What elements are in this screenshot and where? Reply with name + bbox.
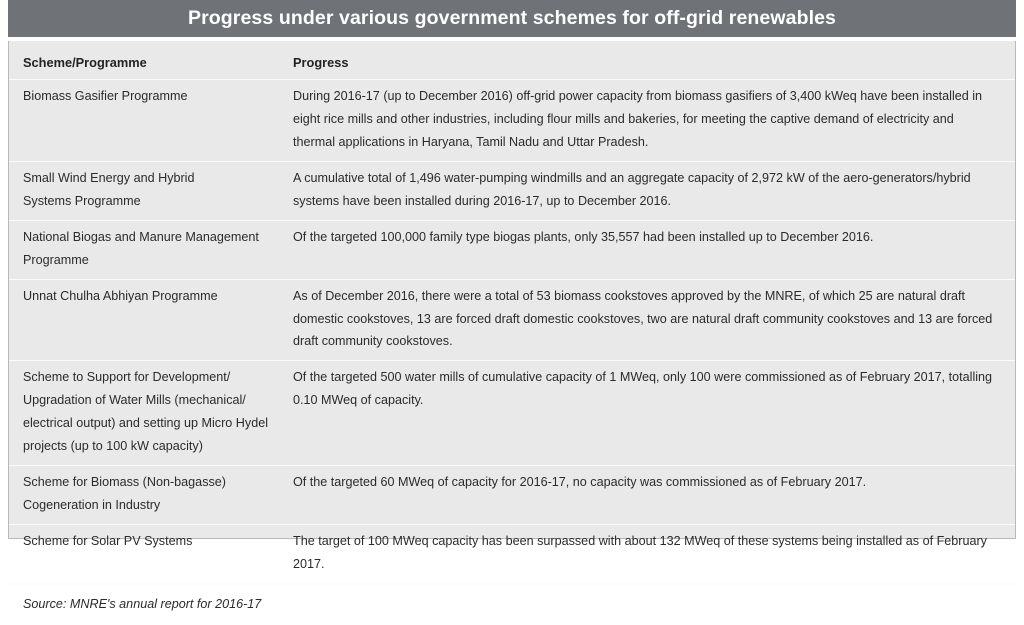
progress-text: Of the targeted 60 MWeq of capacity for … [293,474,867,489]
scheme-line: Scheme for Biomass (Non-bagasse) [23,474,226,489]
cell-scheme: Scheme for Biomass (Non-bagasse) Cogener… [9,466,293,524]
scheme-line: Scheme for Solar PV Systems [23,533,193,548]
cell-scheme: Scheme for Solar PV Systems [9,525,293,560]
column-header-scheme: Scheme/Programme [9,41,293,79]
scheme-line: Systems Programme [23,193,141,208]
progress-text: Of the targeted 100,000 family type biog… [293,229,874,244]
scheme-line: electrical output) and setting up Micro … [23,416,269,431]
table-card: Progress under various government scheme… [8,0,1016,611]
cell-progress: As of December 2016, there were a total … [293,280,1015,361]
scheme-name: National Biogas and Manure Management Pr… [23,226,283,272]
scheme-name: Small Wind Energy and Hybrid Systems Pro… [23,167,283,213]
scheme-line: National Biogas and Manure Management [23,229,259,244]
progress-text: The target of 100 MWeq capacity has been… [293,533,987,571]
scheme-name: Scheme to Support for Development/ Upgra… [23,366,283,458]
cell-progress: Of the targeted 500 water mills of cumul… [293,361,1015,419]
cell-scheme: National Biogas and Manure Management Pr… [9,221,293,279]
progress-text: During 2016-17 (up to December 2016) off… [293,89,983,150]
table-row: Small Wind Energy and Hybrid Systems Pro… [9,162,1015,221]
source-row: Source: MNRE's annual report for 2016-17 [9,583,1015,625]
cell-scheme: Scheme to Support for Development/ Upgra… [9,361,293,465]
scheme-line: Small Wind Energy and Hybrid [23,171,195,185]
table-row: Scheme for Biomass (Non-bagasse) Cogener… [9,466,1015,525]
scheme-name: Biomass Gasifier Programme [23,85,283,108]
source-note: Source: MNRE's annual report for 2016-17 [23,596,262,611]
table-row: Biomass Gasifier Programme During 2016-1… [9,80,1015,162]
progress-text: Of the targeted 500 water mills of cumul… [293,370,993,408]
progress-text: A cumulative total of 1,496 water-pumpin… [293,171,971,208]
scheme-line: Biomass Gasifier Programme [23,89,188,104]
cell-progress: Of the targeted 100,000 family type biog… [293,221,1015,256]
table-body: Scheme/Programme Progress Biomass Gasifi… [8,41,1016,611]
scheme-name: Unnat Chulha Abhiyan Programme [23,285,283,308]
cell-progress: A cumulative total of 1,496 water-pumpin… [293,162,1015,220]
cell-progress: Of the targeted 60 MWeq of capacity for … [293,466,1015,501]
scheme-line: projects (up to 100 kW capacity) [23,439,203,454]
scheme-line: Upgradation of Water Mills (mechanical/ [23,393,246,408]
cell-scheme: Small Wind Energy and Hybrid Systems Pro… [9,162,293,220]
column-header-scheme-label: Scheme/Programme [23,55,147,70]
page-title: Progress under various government scheme… [187,7,836,29]
scheme-name: Scheme for Biomass (Non-bagasse) Cogener… [23,471,283,517]
scheme-line: Cogeneration in Industry [23,497,161,512]
cell-scheme: Unnat Chulha Abhiyan Programme [9,280,293,315]
column-header-progress-label: Progress [293,55,349,70]
column-header-progress: Progress [293,41,1015,79]
table-row: Unnat Chulha Abhiyan Programme As of Dec… [9,280,1015,362]
table-header-row: Scheme/Programme Progress [9,41,1015,81]
scheme-line: Programme [23,252,89,267]
table-row: Scheme for Solar PV Systems The target o… [9,525,1015,584]
scheme-name: Scheme for Solar PV Systems [23,530,283,553]
table-title-bar: Progress under various government scheme… [8,0,1016,37]
table-row: Scheme to Support for Development/ Upgra… [9,361,1015,466]
table-row: National Biogas and Manure Management Pr… [9,221,1015,280]
cell-progress: During 2016-17 (up to December 2016) off… [293,80,1015,161]
scheme-line: Scheme to Support for Development/ [23,370,231,385]
scheme-line: Unnat Chulha Abhiyan Programme [23,288,218,303]
cell-progress: The target of 100 MWeq capacity has been… [293,525,1015,583]
progress-text: As of December 2016, there were a total … [293,288,993,349]
cell-scheme: Biomass Gasifier Programme [9,80,293,115]
